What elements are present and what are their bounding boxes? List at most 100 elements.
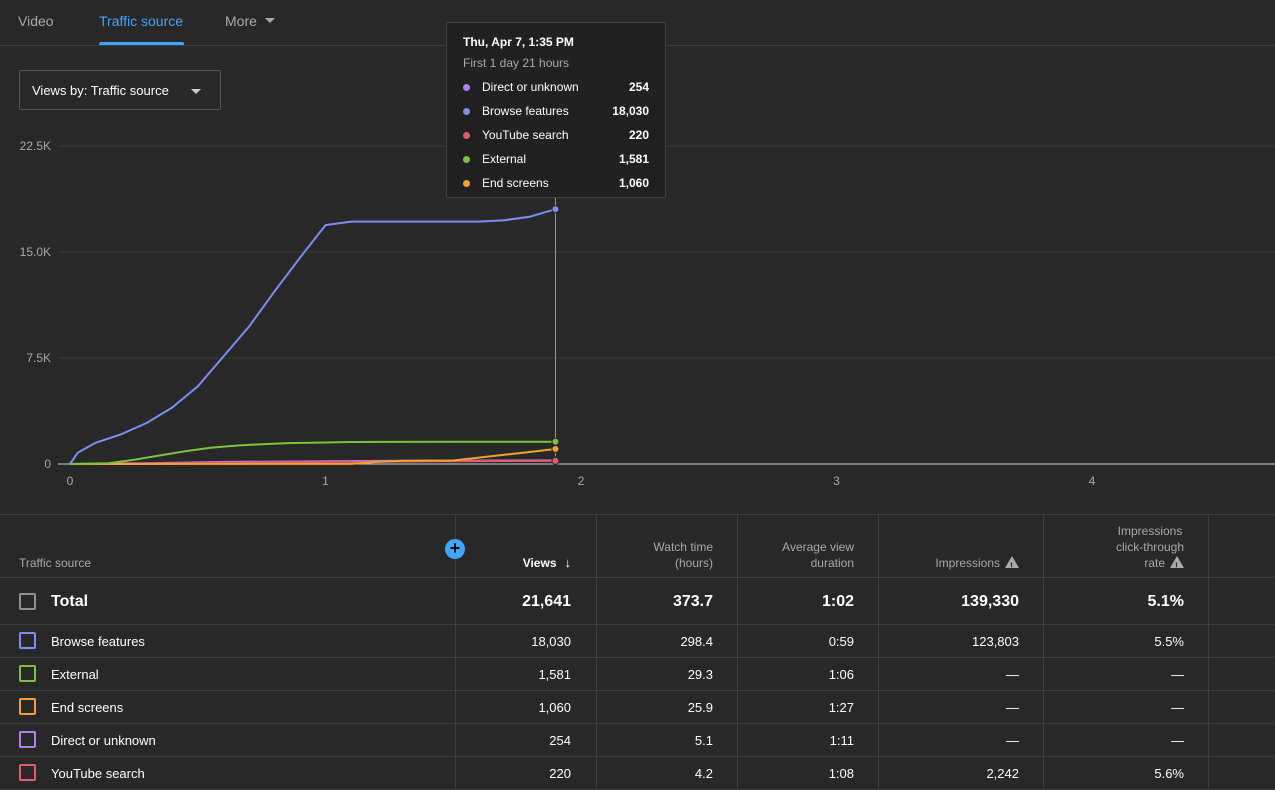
header-impressions[interactable]: Impressions xyxy=(935,555,1019,574)
cell-views: 1,581 xyxy=(538,667,571,682)
tab-more[interactable]: More xyxy=(225,13,275,29)
header-ctr-line2: click-through xyxy=(1115,540,1184,554)
tooltip-row-value: 254 xyxy=(628,80,649,94)
tooltip-row-value: 1,581 xyxy=(618,152,649,166)
cell-views: 21,641 xyxy=(522,593,571,610)
row-name: Total xyxy=(51,593,89,610)
hover-point-youtube-search xyxy=(551,456,560,465)
hover-point-end-screens xyxy=(551,445,560,454)
x-tick-label: 4 xyxy=(1089,474,1096,488)
warning-icon xyxy=(1005,556,1019,574)
y-tick-label: 7.5K xyxy=(26,351,51,365)
table-row: Browse features 18,030 298.4 0:59 123,803 5.5… xyxy=(0,625,1275,658)
views-by-dropdown[interactable]: Views by: Traffic source xyxy=(19,70,221,110)
row-checkbox[interactable] xyxy=(19,632,36,649)
tooltip-row: End screens 1,060 xyxy=(463,171,649,195)
cell-avg-duration: 1:27 xyxy=(828,700,854,715)
header-watch-time[interactable]: Watch time (hours) xyxy=(653,539,713,571)
table-row: End screens 1,060 25.9 1:27 — — xyxy=(0,691,1275,724)
header-avg-view-duration[interactable]: Average view duration xyxy=(782,539,854,571)
tooltip-row-name: YouTube search xyxy=(482,128,569,142)
tooltip-row-value: 220 xyxy=(628,128,649,142)
row-name: End screens xyxy=(51,700,124,715)
row-checkbox[interactable] xyxy=(19,698,36,715)
add-metric-button[interactable]: + xyxy=(445,539,465,559)
x-tick-label: 0 xyxy=(67,474,74,488)
column-divider xyxy=(596,514,597,790)
header-avd-line2: duration xyxy=(810,556,854,570)
cell-avg-duration: 1:08 xyxy=(828,766,854,781)
header-ctr[interactable]: Impressions click-through rate xyxy=(1115,523,1184,574)
series-line-browse-features xyxy=(69,208,556,465)
tooltip-row-name: End screens xyxy=(482,176,549,190)
column-divider xyxy=(737,514,738,790)
tab-video[interactable]: Video xyxy=(18,13,54,29)
legend-dot-icon xyxy=(463,179,470,187)
legend-dot-icon xyxy=(463,107,470,115)
header-ctr-line3-wrap: rate xyxy=(1116,555,1184,574)
row-checkbox[interactable] xyxy=(19,665,36,682)
cell-views: 254 xyxy=(549,733,571,748)
cell-views: 1,060 xyxy=(538,700,571,715)
column-divider xyxy=(1043,514,1044,790)
traffic-table: Traffic source + Views ↓ Watch time (hour… xyxy=(0,514,1275,790)
cell-impressions: — xyxy=(1006,700,1019,715)
tooltip-rows: Direct or unknown 254 Browse features 18,03… xyxy=(463,75,649,195)
cell-ctr: 5.1% xyxy=(1147,593,1184,610)
tooltip-date: Thu, Apr 7, 1:35 PM xyxy=(463,35,574,49)
tooltip-row-value: 18,030 xyxy=(612,104,649,118)
row-name: Browse features xyxy=(51,634,145,649)
table-header: Traffic source + Views ↓ Watch time (hour… xyxy=(0,514,1275,578)
header-watch-time-line2: (hours) xyxy=(674,556,713,570)
header-avd-line1: Average view xyxy=(782,540,854,554)
dropdown-caret-icon xyxy=(191,89,201,94)
x-tick-label: 1 xyxy=(322,474,329,488)
hover-point-browse-features xyxy=(551,205,560,214)
tooltip-row-name: Browse features xyxy=(482,104,569,118)
legend-dot-icon xyxy=(463,83,470,91)
warning-icon xyxy=(1170,556,1184,574)
y-tick-label: 15.0K xyxy=(20,245,51,259)
cell-impressions: — xyxy=(1006,733,1019,748)
header-watch-time-line1: Watch time xyxy=(653,540,713,554)
cell-impressions: — xyxy=(1006,667,1019,682)
header-ctr-line1: Impressions xyxy=(1117,524,1183,538)
row-name: YouTube search xyxy=(51,766,145,781)
row-checkbox[interactable] xyxy=(19,731,36,748)
tooltip-row-value: 1,060 xyxy=(618,176,649,190)
chart-tooltip: Thu, Apr 7, 1:35 PM First 1 day 21 hours… xyxy=(446,22,666,198)
cell-watch-time: 25.9 xyxy=(687,700,713,715)
cell-watch-time: 5.1 xyxy=(694,733,713,748)
active-tab-indicator xyxy=(99,42,184,45)
row-name: External xyxy=(51,667,99,682)
cell-watch-time: 4.2 xyxy=(694,766,713,781)
views-by-label: Views by: Traffic source xyxy=(32,83,169,98)
y-tick-label: 0 xyxy=(44,457,51,471)
column-divider xyxy=(878,514,879,790)
tooltip-row: Browse features 18,030 xyxy=(463,99,649,123)
x-tick-label: 2 xyxy=(578,474,585,488)
tooltip-row: Direct or unknown 254 xyxy=(463,75,649,99)
tab-traffic-source[interactable]: Traffic source xyxy=(99,13,184,29)
table-row: External 1,581 29.3 1:06 — — xyxy=(0,658,1275,691)
table-row: Direct or unknown 254 5.1 1:11 — — xyxy=(0,724,1275,757)
tooltip-row-name: External xyxy=(482,152,527,166)
cell-ctr: 5.5% xyxy=(1154,634,1184,649)
cell-views: 220 xyxy=(549,766,571,781)
header-views[interactable]: Views ↓ xyxy=(523,555,571,571)
cell-avg-duration: 1:02 xyxy=(821,593,854,610)
cell-impressions: 123,803 xyxy=(972,634,1019,649)
tooltip-subtitle: First 1 day 21 hours xyxy=(463,56,570,70)
row-checkbox[interactable] xyxy=(19,764,36,781)
total-checkbox[interactable] xyxy=(19,593,36,610)
cell-ctr: — xyxy=(1171,733,1184,748)
traffic-line-chart[interactable]: 0 7.5K 15.0K 22.5K 0 1 2 3 4 xyxy=(0,120,1275,490)
hover-point-external xyxy=(551,437,560,446)
y-tick-label: 22.5K xyxy=(20,139,51,153)
table-row-total: Total 21,641 373.7 1:02 139,330 5.1% xyxy=(0,578,1275,625)
table-body: Browse features 18,030 298.4 0:59 123,803 5.5… xyxy=(0,625,1275,790)
cell-avg-duration: 1:11 xyxy=(829,733,854,748)
legend-dot-icon xyxy=(463,155,470,163)
cell-ctr: — xyxy=(1171,667,1184,682)
cell-watch-time: 29.3 xyxy=(687,667,713,682)
